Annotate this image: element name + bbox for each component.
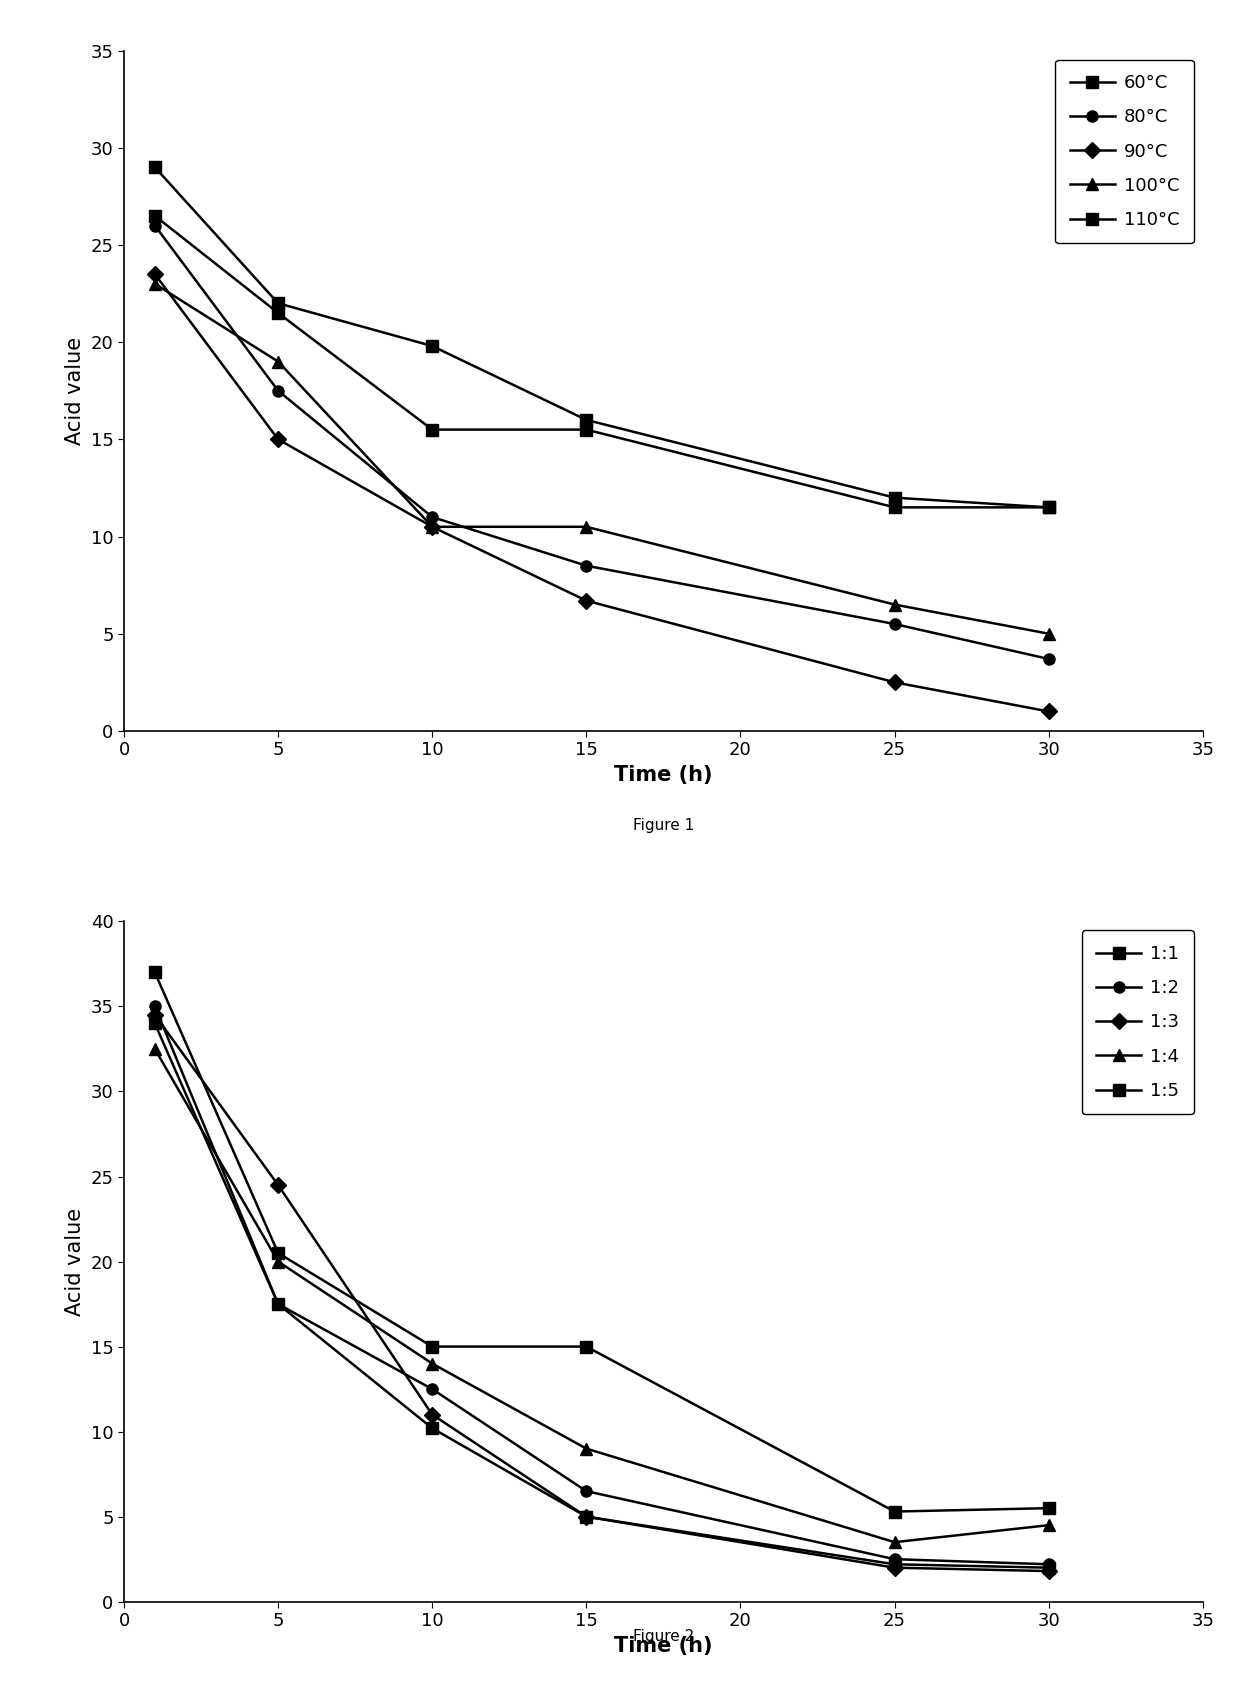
80°C [425,507,440,528]
100°C [887,595,901,615]
90°C [148,265,162,285]
Line: 100°C: 100°C [149,278,1054,639]
1:3 [270,1175,285,1195]
X-axis label: Time (h): Time (h) [614,765,713,786]
Text: Figure 2: Figure 2 [632,1629,694,1644]
1:1 [1042,1558,1056,1578]
1:1 [425,1418,440,1438]
1:5 [270,1243,285,1263]
1:4 [270,1251,285,1271]
1:5 [887,1502,901,1522]
Line: 1:2: 1:2 [149,1001,1054,1570]
Line: 90°C: 90°C [149,268,1054,717]
1:2 [270,1293,285,1313]
60°C [1042,497,1056,518]
1:4 [425,1354,440,1374]
Legend: 60°C, 80°C, 90°C, 100°C, 110°C: 60°C, 80°C, 90°C, 100°C, 110°C [1055,59,1194,243]
Line: 80°C: 80°C [149,219,1054,664]
1:5 [148,963,162,983]
80°C [579,556,594,577]
1:2 [1042,1554,1056,1575]
Line: 1:5: 1:5 [149,966,1054,1517]
60°C [148,206,162,226]
80°C [1042,649,1056,669]
100°C [579,516,594,536]
90°C [425,516,440,536]
110°C [270,293,285,314]
Y-axis label: Acid value: Acid value [64,337,86,445]
Line: 60°C: 60°C [149,211,1054,513]
1:5 [579,1337,594,1357]
80°C [887,614,901,634]
110°C [887,487,901,507]
100°C [270,351,285,371]
60°C [579,420,594,440]
60°C [425,420,440,440]
90°C [887,673,901,693]
Line: 1:4: 1:4 [149,1044,1054,1548]
Legend: 1:1, 1:2, 1:3, 1:4, 1:5: 1:1, 1:2, 1:3, 1:4, 1:5 [1081,931,1194,1114]
1:1 [579,1507,594,1528]
1:1 [887,1554,901,1575]
1:1 [270,1293,285,1313]
60°C [887,497,901,518]
110°C [1042,497,1056,518]
1:5 [1042,1499,1056,1519]
90°C [579,590,594,610]
1:3 [579,1507,594,1528]
80°C [148,216,162,236]
Line: 110°C: 110°C [149,162,1054,513]
110°C [425,336,440,356]
90°C [1042,701,1056,722]
80°C [270,381,285,401]
X-axis label: Time (h): Time (h) [614,1635,713,1656]
1:5 [425,1337,440,1357]
1:2 [887,1549,901,1570]
Y-axis label: Acid value: Acid value [64,1207,86,1315]
90°C [270,430,285,450]
Text: Figure 1: Figure 1 [632,818,694,833]
1:2 [579,1480,594,1501]
Line: 1:1: 1:1 [149,1018,1054,1573]
1:4 [579,1438,594,1458]
110°C [579,410,594,430]
1:4 [1042,1516,1056,1536]
1:3 [425,1404,440,1425]
1:3 [887,1558,901,1578]
1:1 [148,1013,162,1034]
60°C [270,303,285,324]
1:4 [887,1533,901,1553]
Line: 1:3: 1:3 [149,1010,1054,1576]
100°C [425,516,440,536]
1:4 [148,1039,162,1059]
1:3 [1042,1561,1056,1581]
1:2 [425,1379,440,1399]
100°C [1042,624,1056,644]
1:2 [148,996,162,1017]
1:3 [148,1005,162,1025]
110°C [148,157,162,177]
100°C [148,273,162,293]
